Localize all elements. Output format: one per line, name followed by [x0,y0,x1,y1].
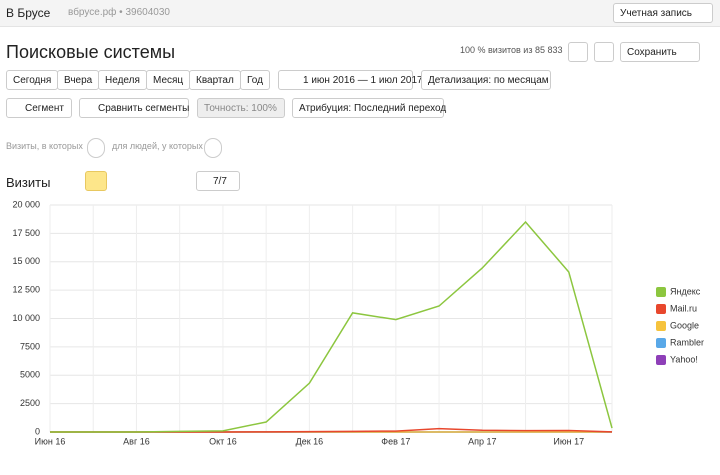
period-button[interactable]: Вчера [57,70,100,90]
add-filter[interactable] [204,138,222,158]
site-info: вбрусе.рф • 39604030 [68,7,170,18]
legend-swatch [656,321,666,331]
report-title: Поисковые системы [6,42,176,62]
export-button[interactable] [594,42,614,62]
x-tick-label: Июн 16 [35,436,66,446]
x-tick-label: Апр 17 [468,436,496,446]
metric-title: Визиты [6,175,51,190]
legend-swatch [656,355,666,365]
y-tick-label: 5000 [20,370,40,380]
x-tick-label: Авг 16 [123,436,150,446]
detail-button[interactable]: Детализация: по месяцам [421,70,551,90]
y-tick-label: 0 [35,426,40,436]
x-tick-label: Дек 16 [296,436,324,446]
legend-label: Яндекс [670,286,701,296]
visits-share: 100 % визитов из 85 833 [460,45,563,55]
period-button[interactable]: Неделя [98,70,147,90]
top-bar [0,0,720,27]
history-button[interactable] [568,42,588,62]
y-tick-label: 7500 [20,341,40,351]
legend-swatch [656,287,666,297]
account-button[interactable]: Учетная запись [613,3,713,23]
chart: 0 2500 5000 7500 10 000 12 500 15 000 17 500 20 … [12,199,704,446]
x-tick-label: Окт 16 [209,436,237,446]
legend-swatch [656,304,666,314]
period-button[interactable]: Сегодня [6,70,59,90]
date-range[interactable]: 1 июн 2016 — 1 июл 2017 [278,70,423,90]
legend-label: Google [670,320,699,330]
site-name[interactable]: В Брусе [6,6,51,20]
y-tick-label: 10 000 [12,313,40,323]
legend-label: Rambler [670,337,704,347]
compare-button[interactable]: Сравнить сегменты [79,98,189,118]
y-tick-label: 12 500 [12,285,40,295]
filter-visits: Визиты, в которых [6,141,83,151]
legend-label: Mail.ru [670,303,697,313]
y-tick-label: 15 000 [12,256,40,266]
legend-label: Yahoo! [670,354,698,364]
x-tick-label: Июн 17 [553,436,584,446]
filter-people: для людей, у которых [112,141,203,151]
y-tick-label: 20 000 [12,199,40,209]
period-button[interactable]: Год [240,70,270,90]
series-line [50,220,613,433]
add-filter[interactable] [87,138,105,158]
period-button[interactable]: Квартал [189,70,241,90]
x-tick-label: Фев 17 [381,436,410,446]
segment-button[interactable]: Сегмент [6,98,72,118]
line-chart-toggle[interactable] [85,171,107,191]
attribution-button[interactable]: Атрибуция: Последний переход [292,98,446,118]
accuracy-button[interactable]: Точность: 100% [197,98,285,118]
y-tick-label: 2500 [20,398,40,408]
period-button[interactable]: Месяц [146,70,191,90]
save-button[interactable]: Сохранить [620,42,700,62]
legend-swatch [656,338,666,348]
y-tick-label: 17 500 [12,228,40,238]
series-count[interactable]: 7/7 [196,171,240,191]
